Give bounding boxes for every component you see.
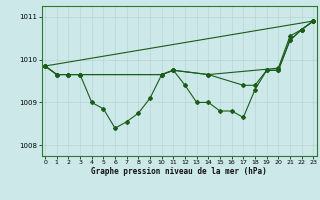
X-axis label: Graphe pression niveau de la mer (hPa): Graphe pression niveau de la mer (hPa) (91, 167, 267, 176)
